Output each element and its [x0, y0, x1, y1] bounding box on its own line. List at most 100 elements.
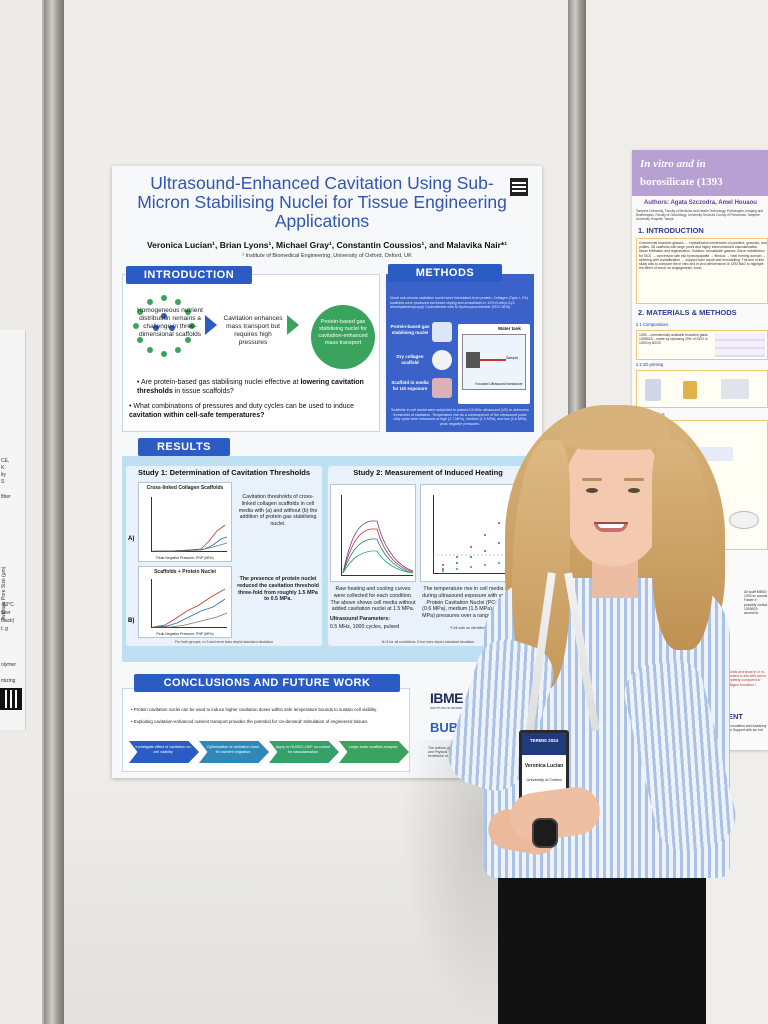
- neighbor-poster-authors: Authors: Agata Szczodra, Amel Houaou: [644, 200, 757, 206]
- future-work-step: Investigate effect of cavitation on cell…: [129, 741, 199, 763]
- furnace-icon: [721, 379, 749, 399]
- methods-intro-text: Novel sub-micron cavitation nuclei were …: [390, 296, 529, 309]
- chart-c-plot: [342, 520, 414, 574]
- chart-c-y-axis: [341, 495, 342, 575]
- panel-b-label: B): [128, 618, 135, 624]
- left-poster-line: ity: [1, 472, 6, 478]
- syringe-icon: [683, 381, 697, 399]
- left-poster-line: mizing: [1, 678, 16, 684]
- intro-step-1: Homogeneous nutrient distribution remain…: [137, 307, 203, 338]
- left-poster-line: S: [1, 479, 5, 485]
- intro-chevron-icon: [205, 315, 217, 335]
- study-2-finding: The temperature rise in cell media sampl…: [422, 586, 526, 620]
- badge-event: TERMIS 2024: [522, 733, 566, 755]
- future-work-step: Apply to HUVEC-HDF co-culture for vascul…: [269, 741, 339, 763]
- left-poster-strip: CE, K. ity S fiber Average Pore Size (µm…: [0, 330, 26, 730]
- introduction-section: Homogeneous nutrient distribution remain…: [122, 274, 380, 432]
- neighbor-intro-body: Commercial bioactive glasses → crystalli…: [639, 241, 767, 271]
- left-poster-line: -20°C: [1, 602, 14, 608]
- study-2-description: Raw heating and cooling curves were coll…: [330, 586, 416, 613]
- neighbor-sub-compositions: 2.1 Compositions: [636, 322, 669, 327]
- neighbor-intro-box: Commercial bioactive glasses → crystalli…: [636, 238, 768, 304]
- intro-question-2: • What combinations of pressures and dut…: [129, 403, 355, 419]
- mouse-icon: [729, 511, 759, 529]
- poster-affiliation: ¹ Institute of Biomedical Engineering, U…: [242, 253, 412, 259]
- poster-authors: Veronica Lucian¹, Brian Lyons¹, Michael …: [146, 240, 508, 250]
- neighbor-compositions-box: 1393 – commercially available bioactive …: [636, 330, 768, 360]
- chart-b-title: Scaffolds + Protein Nuclei: [154, 569, 216, 575]
- future-work-step: Optimisation of cavitation dose for nutr…: [199, 741, 269, 763]
- left-poster-line: CE,: [1, 458, 10, 464]
- intro-chevron-icon: [287, 315, 299, 335]
- chart-d-plot: [433, 510, 523, 572]
- study-1-description: Cavitation thresholds of cross-linked co…: [238, 494, 318, 528]
- water-tank-diagram: Water tank Sample Focused Ultrasound tra…: [458, 324, 530, 404]
- badge-name: Veronica Lucian: [524, 763, 564, 769]
- beam-line: [480, 359, 506, 361]
- introduction-header: INTRODUCTION: [126, 266, 252, 284]
- chart-b-plot: [152, 588, 228, 628]
- left-poster-line: black): [1, 618, 15, 624]
- neighbor-poster-header: [632, 150, 768, 196]
- neighbor-printing-box: [636, 370, 768, 408]
- intro-step-3: Protein-based gas stabilising nuclei for…: [311, 305, 375, 369]
- diagram-label-sample: Sample: [506, 356, 519, 360]
- scaffold-image: [432, 350, 452, 370]
- chart-scaffolds-protein-nuclei: Scaffolds + Protein Nuclei Peak Negative…: [138, 566, 232, 638]
- printer-icon: [645, 379, 661, 401]
- chart-a-x-axis: [151, 551, 227, 552]
- conclusion-bullet-1: • Protein cavitation nuclei can be used …: [131, 707, 378, 712]
- neighbor-poster-affiliation: Tampere University, Faculty of Medicine …: [636, 209, 764, 221]
- eyebrow: [624, 478, 644, 481]
- left-poster-qr-code: [0, 688, 22, 710]
- study-2-footnote: N=3 for all conditions. Error bars depic…: [381, 640, 475, 644]
- chart-b-x-axis: [151, 627, 227, 628]
- neighbor-poster-title-line-2: borosilicate (1393: [640, 176, 723, 188]
- neighbor-poster-title-line-1: In vitro and in: [640, 158, 706, 170]
- conclusion-bullet-2: • Exploiting cavitation-enhanced nutrien…: [131, 719, 369, 724]
- diagram-label-transducer: Focused Ultrasound transducer: [475, 382, 523, 386]
- face: [563, 430, 665, 566]
- chart-b-y-axis: [151, 579, 152, 627]
- nuclei-image: [432, 322, 452, 342]
- methods-section: Novel sub-micron cavitation nuclei were …: [386, 274, 534, 432]
- transducer-shape: [466, 352, 480, 368]
- poster-title: Ultrasound-Enhanced Cavitation Using Sub…: [137, 173, 507, 231]
- chart-d-y-axis: [433, 495, 434, 573]
- neighbor-results-fragment: All scaff MBSO 1393 sc consist Faster d …: [744, 590, 768, 616]
- methods-label-nuclei: Protein-based gas stabilising nuclei: [390, 324, 430, 335]
- conclusions-section: • Protein cavitation nuclei can be used …: [122, 688, 410, 772]
- left-poster-line: t, g: [1, 626, 8, 632]
- conclusions-header: CONCLUSIONS AND FUTURE WORK: [134, 674, 400, 692]
- left-poster-line: olymer: [1, 662, 17, 668]
- chart-d-x-axis: [433, 573, 521, 574]
- eye: [586, 488, 598, 493]
- left-poster-line: fiber: [1, 610, 11, 616]
- left-poster-line: K.: [1, 465, 6, 471]
- us-params: 0.5 MHz, 1000 cycles, pulsed: [330, 624, 400, 630]
- eye: [628, 488, 640, 493]
- methods-label-scaffold: Dry collagen scaffold: [396, 354, 424, 365]
- chart-a-y-axis: [151, 497, 152, 551]
- hair-top: [560, 410, 670, 450]
- chart-c-x-axis: [341, 575, 413, 576]
- ibme-logo-subtitle: INSTITUTE OF BIOMEDICAL ENGINEERING: [430, 706, 492, 710]
- results-header: RESULTS: [138, 438, 230, 456]
- study-1-footnote: For both groups, n=3 and error bars depi…: [175, 640, 273, 644]
- diagram-label-tank: Water tank: [498, 326, 521, 331]
- us-params-label: Ultrasound Parameters:: [330, 616, 391, 622]
- methods-label-media: Scaffold in media for US exposure: [391, 380, 429, 391]
- cell-safe-note: *Cell safe as identified by (BS): [449, 626, 499, 630]
- nutrient-dots-graphic: [131, 295, 197, 361]
- poster-qr-code: [510, 178, 528, 196]
- future-work-step: Large-scale scaffold analysis: [339, 741, 409, 763]
- intro-step-2: Cavitation enhances mass transport but r…: [223, 315, 283, 346]
- methods-summary: Scaffolds in cell media were subjected t…: [391, 408, 529, 426]
- neighbor-section-introduction: 1. INTRODUCTION: [638, 226, 704, 235]
- panel-a-label: A): [128, 536, 135, 542]
- study-1-title: Study 1: Determination of Cavitation Thr…: [137, 468, 311, 477]
- panel-pole-left: [44, 0, 64, 1024]
- smartwatch: [532, 818, 558, 848]
- study-1-finding: The presence of protein nuclei reduced t…: [237, 576, 319, 603]
- chart-cross-linked-scaffolds: Cross-linked Collagen Scaffolds Peak Neg…: [138, 482, 232, 562]
